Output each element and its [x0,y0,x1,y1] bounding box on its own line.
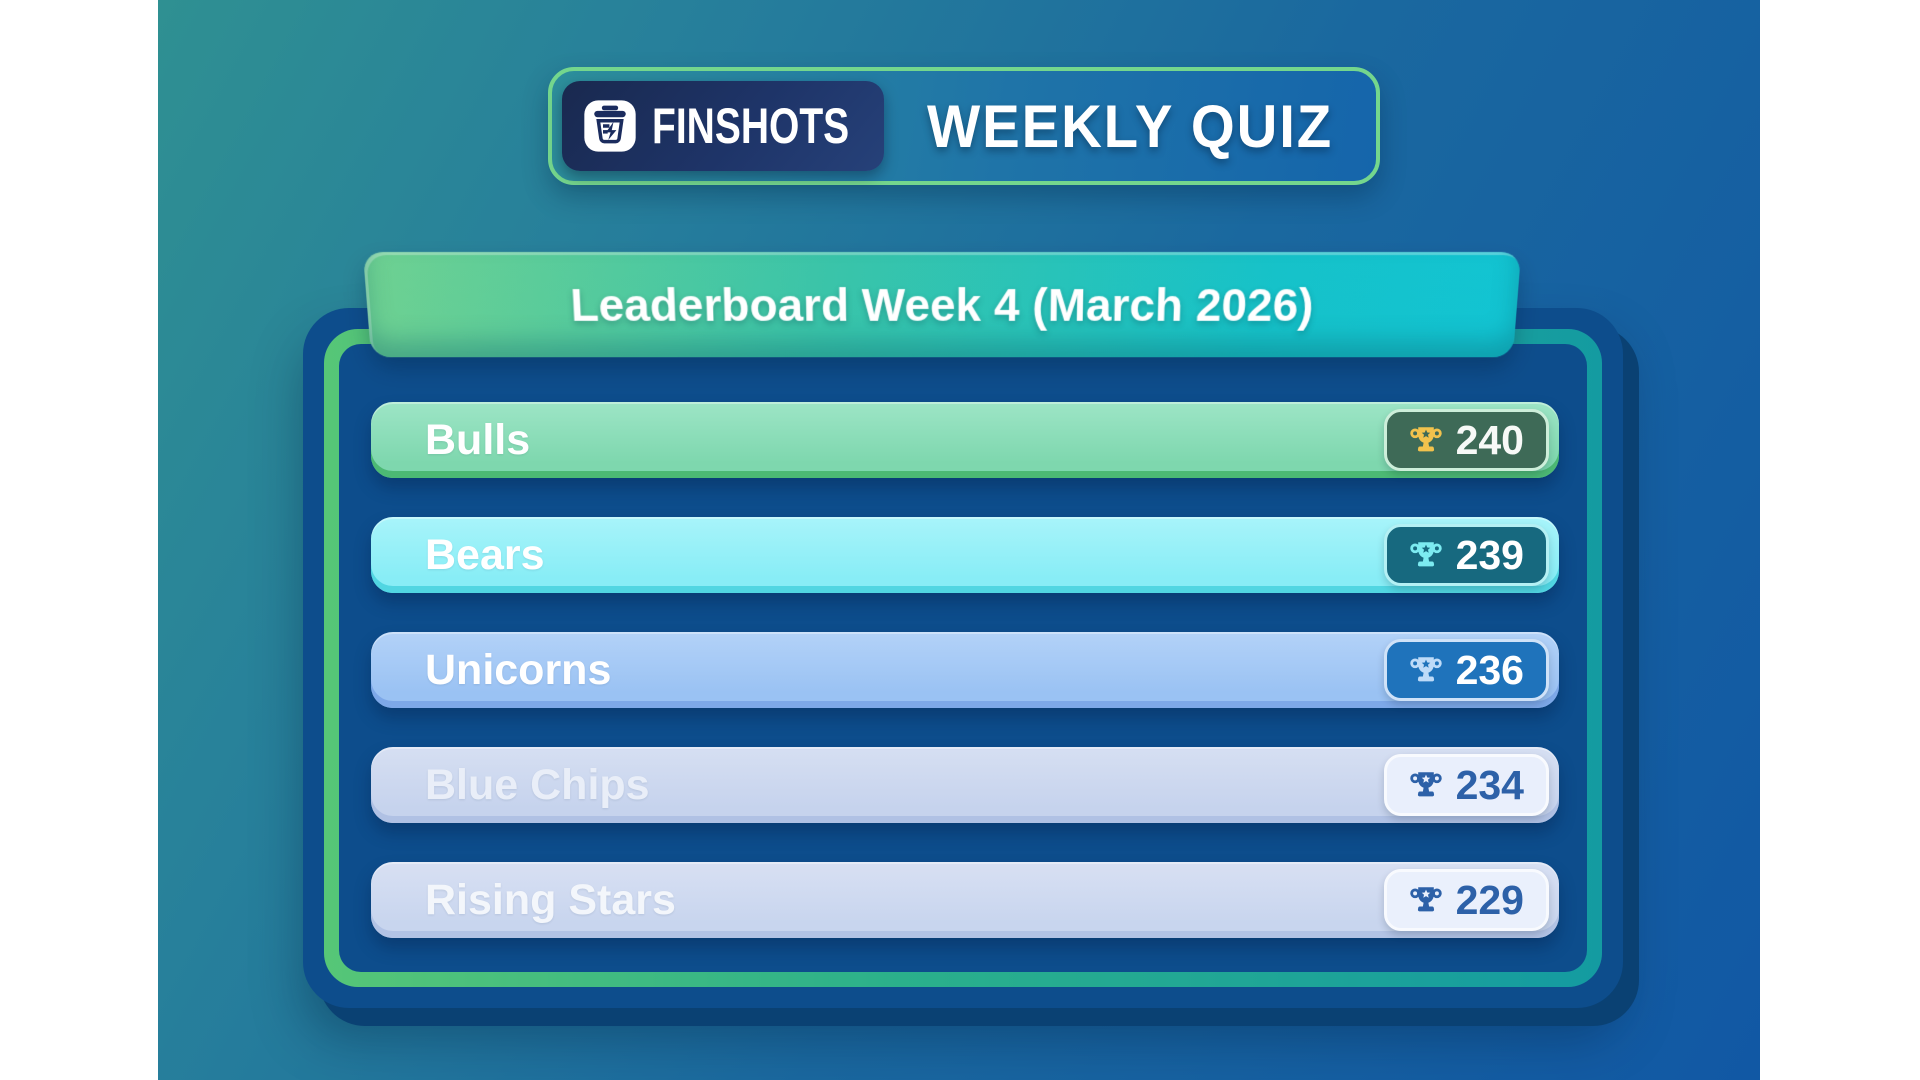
score-value: 239 [1455,531,1524,578]
team-name: Rising Stars [425,875,676,924]
score-value: 229 [1455,876,1524,923]
team-name: Blue Chips [425,760,650,809]
trophy-icon [1409,653,1443,687]
leaderboard-row-blue-chips: Blue Chips [371,747,1559,823]
score-badge: 236 [1383,639,1549,701]
finshots-cup-icon [582,98,638,154]
score-badge: 240 [1383,409,1549,471]
trophy-icon [1409,423,1443,457]
header-pill: FINSHOTS WEEKLY QUIZ [548,67,1380,185]
finshots-logo-badge: FINSHOTS [562,81,884,171]
team-name: Unicorns [425,645,612,694]
score-badge: 229 [1383,869,1549,931]
quiz-title: WEEKLY QUIZ [926,92,1334,160]
brand-text: FINSHOTS [652,98,850,154]
leaderboard-board: Bulls [303,308,1623,1008]
score-badge: 239 [1383,524,1549,586]
board-border-ring: Bulls [324,329,1602,987]
leaderboard-row-rising-stars: Rising Stars [371,862,1559,938]
trophy-icon [1409,768,1443,802]
leaderboard-banner: Leaderboard Week 4 (March 2026) [362,252,1522,358]
team-name: Bulls [425,415,531,464]
leaderboard-rows: Bulls [339,344,1587,972]
trophy-icon [1409,883,1443,917]
banner-title: Leaderboard Week 4 (March 2026) [569,279,1315,331]
quiz-title-wrap: WEEKLY QUIZ [884,71,1376,181]
leaderboard-row-unicorns: Unicorns [371,632,1559,708]
score-value: 240 [1455,416,1524,463]
team-name: Bears [425,530,545,579]
board-inner-panel: Bulls [339,344,1587,972]
score-badge: 234 [1383,754,1549,816]
score-value: 234 [1455,761,1524,808]
leaderboard-row-bears: Bears [371,517,1559,593]
trophy-icon [1409,538,1443,572]
score-value: 236 [1455,646,1524,693]
gradient-stage: FINSHOTS WEEKLY QUIZ Bulls [158,0,1760,1080]
leaderboard-row-bulls: Bulls [371,402,1559,478]
